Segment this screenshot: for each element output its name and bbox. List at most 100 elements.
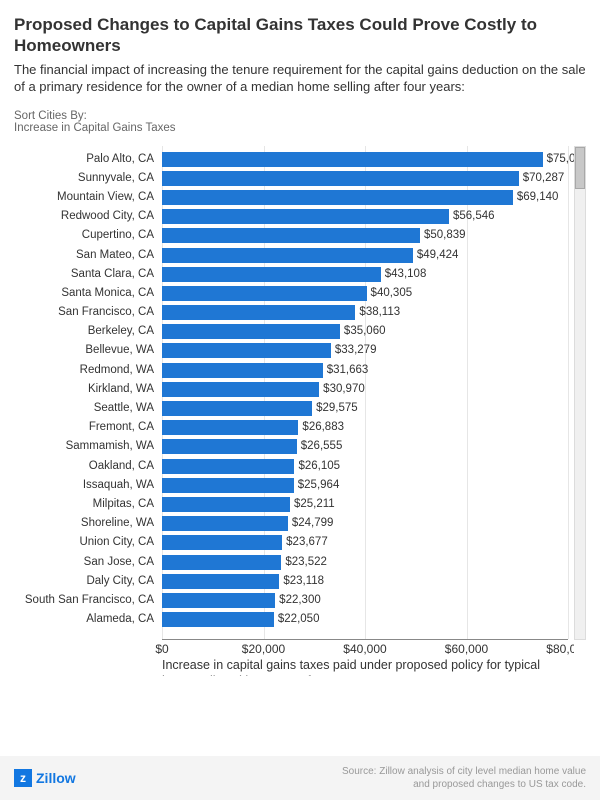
bar <box>162 343 331 358</box>
city-label: Palo Alto, CA <box>14 150 158 169</box>
table-row: Seattle, WA$29,575 <box>14 399 574 418</box>
city-label: Santa Monica, CA <box>14 284 158 303</box>
table-row: San Jose, CA $23,522 <box>14 553 574 572</box>
city-label: Oakland, CA <box>14 457 158 476</box>
bar <box>162 190 513 205</box>
table-row: Oakland, CA $26,105 <box>14 457 574 476</box>
table-row: Kirkland, WA $30,970 <box>14 380 574 399</box>
bar <box>162 228 420 243</box>
logo-mark-icon: z <box>14 769 32 787</box>
value-label: $26,555 <box>301 437 343 456</box>
value-label: $75,000 <box>547 150 574 169</box>
value-label: $26,105 <box>298 457 340 476</box>
city-label: San Jose, CA <box>14 553 158 572</box>
value-label: $25,211 <box>294 495 335 514</box>
city-label: Mountain View, CA <box>14 188 158 207</box>
table-row: Alameda, CA $22,050 <box>14 610 574 629</box>
bar <box>162 439 297 454</box>
bar <box>162 267 381 282</box>
city-label: Issaquah, WA <box>14 476 158 495</box>
city-label: South San Francisco, CA <box>14 591 158 610</box>
city-label: Sammamish, WA <box>14 437 158 456</box>
value-label: $26,883 <box>302 418 344 437</box>
bar <box>162 574 279 589</box>
x-tick-label: $60,000 <box>445 642 488 656</box>
city-label: Alameda, CA <box>14 610 158 629</box>
value-label: $23,522 <box>285 553 327 572</box>
city-label: Union City, CA <box>14 533 158 552</box>
bar <box>162 382 319 397</box>
value-label: $23,677 <box>286 533 328 552</box>
bar <box>162 248 413 263</box>
value-label: $22,050 <box>278 610 320 629</box>
value-label: $24,799 <box>292 514 334 533</box>
bar <box>162 401 312 416</box>
table-row: Redwood City, CA$56,546 <box>14 207 574 226</box>
table-row: South San Francisco, CA $22,300 <box>14 591 574 610</box>
value-label: $40,305 <box>371 284 413 303</box>
table-row: Berkeley, CA $35,060 <box>14 322 574 341</box>
x-tick-label: $40,000 <box>343 642 386 656</box>
city-label: Bellevue, WA <box>14 341 158 360</box>
value-label: $30,970 <box>323 380 365 399</box>
table-row: Shoreline, WA $24,799 <box>14 514 574 533</box>
city-label: Fremont, CA <box>14 418 158 437</box>
bar <box>162 612 274 627</box>
chart-scrollbar[interactable] <box>574 146 586 640</box>
bar <box>162 305 355 320</box>
city-label: Santa Clara, CA <box>14 265 158 284</box>
table-row: Cupertino, CA $50,839 <box>14 226 574 245</box>
bar <box>162 478 294 493</box>
bar <box>162 286 367 301</box>
table-row: Mountain View, CA $69,140 <box>14 188 574 207</box>
table-row: Issaquah, WA $25,964 <box>14 476 574 495</box>
city-label: Kirkland, WA <box>14 380 158 399</box>
bar <box>162 420 298 435</box>
footer: z Zillow Source: Zillow analysis of city… <box>0 756 600 800</box>
table-row: Sunnyvale, CA $70,287 <box>14 169 574 188</box>
value-label: $22,300 <box>279 591 321 610</box>
bar <box>162 363 323 378</box>
bar <box>162 535 282 550</box>
table-row: San Mateo, CA$49,424 <box>14 246 574 265</box>
x-tick-label: $20,000 <box>242 642 285 656</box>
value-label: $38,113 <box>359 303 400 322</box>
bar <box>162 555 281 570</box>
table-row: Santa Clara, CA $43,108 <box>14 265 574 284</box>
city-label: Cupertino, CA <box>14 226 158 245</box>
city-label: Milpitas, CA <box>14 495 158 514</box>
value-label: $49,424 <box>417 246 459 265</box>
sort-label: Sort Cities By: <box>14 110 586 122</box>
city-label: Berkeley, CA <box>14 322 158 341</box>
bar <box>162 209 449 224</box>
scroll-thumb[interactable] <box>575 147 585 189</box>
bar <box>162 152 543 167</box>
x-axis-ticks: $0$20,000$40,000$60,000$80,000 <box>162 642 568 658</box>
value-label: $25,964 <box>298 476 340 495</box>
table-row: Daly City, CA$23,118 <box>14 572 574 591</box>
value-label: $43,108 <box>385 265 427 284</box>
value-label: $29,575 <box>316 399 358 418</box>
value-label: $56,546 <box>453 207 495 226</box>
value-label: $69,140 <box>517 188 559 207</box>
value-label: $35,060 <box>344 322 386 341</box>
value-label: $50,839 <box>424 226 466 245</box>
city-label: San Francisco, CA <box>14 303 158 322</box>
sort-dropdown[interactable]: Increase in Capital Gains Taxes <box>14 122 586 134</box>
value-label: $70,287 <box>523 169 565 188</box>
city-label: Sunnyvale, CA <box>14 169 158 188</box>
zillow-logo: z Zillow <box>14 769 76 787</box>
bar <box>162 593 275 608</box>
table-row: Sammamish, WA $26,555 <box>14 437 574 456</box>
table-row: Union City, CA $23,677 <box>14 533 574 552</box>
city-label: Redmond, WA <box>14 361 158 380</box>
chart: Palo Alto, CA $75,000 Sunnyvale, CA $70,287… <box>14 146 586 676</box>
city-label: Shoreline, WA <box>14 514 158 533</box>
table-row: Fremont, CA $26,883 <box>14 418 574 437</box>
value-label: $33,279 <box>335 341 377 360</box>
bar <box>162 516 288 531</box>
bar <box>162 324 340 339</box>
table-row: San Francisco, CA $38,113 <box>14 303 574 322</box>
table-row: Palo Alto, CA $75,000 <box>14 150 574 169</box>
bar <box>162 171 519 186</box>
